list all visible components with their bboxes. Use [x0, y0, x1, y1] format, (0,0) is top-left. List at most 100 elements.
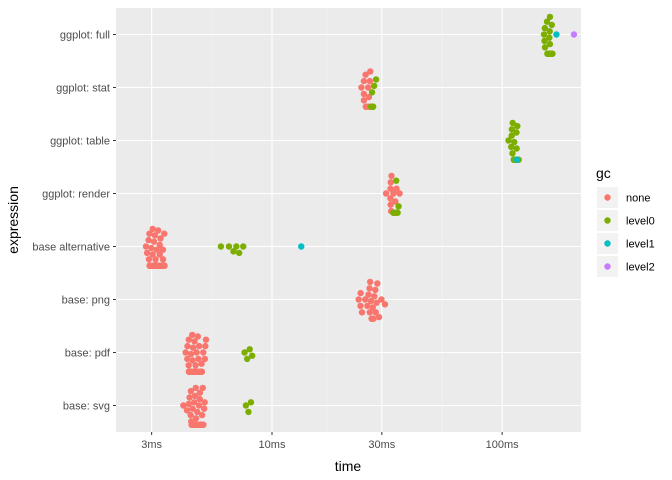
data-point-level0: [246, 346, 253, 353]
data-point-level0: [241, 349, 248, 356]
data-point-level0: [508, 132, 515, 139]
data-point-none: [366, 278, 374, 286]
data-point-none: [145, 256, 153, 263]
data-point-level0: [240, 243, 247, 250]
data-point-level1: [298, 243, 305, 250]
data-point-none: [200, 405, 208, 412]
data-point-none: [201, 355, 209, 363]
data-point-none: [192, 362, 199, 369]
data-point-level0: [540, 31, 548, 38]
y-tick-label: base: pdf: [65, 348, 111, 360]
x-tick-label: 30ms: [368, 439, 395, 451]
data-point-none: [198, 411, 206, 419]
data-point-none: [155, 227, 162, 234]
data-point-none: [191, 399, 198, 406]
data-point-none: [195, 355, 202, 363]
legend-label-level0: level0: [626, 216, 655, 228]
data-point-none: [355, 296, 362, 303]
data-point-none: [390, 190, 397, 197]
data-point-none: [362, 296, 369, 303]
data-point-level0: [370, 82, 378, 90]
y-tick-label: base: svg: [63, 401, 110, 413]
legend: gc none level0 level1 level2: [596, 165, 655, 277]
data-point-none: [151, 232, 159, 239]
data-point-none: [365, 291, 372, 298]
data-point-none: [199, 384, 206, 392]
data-point-none: [358, 84, 365, 91]
data-point-none: [143, 249, 151, 257]
data-point-none: [200, 421, 207, 428]
data-point-level0: [509, 150, 516, 157]
data-point-level0: [508, 126, 516, 133]
data-point-none: [196, 395, 203, 403]
data-point-level0: [245, 408, 252, 416]
data-point-level0: [248, 352, 256, 359]
data-point-none: [191, 338, 198, 345]
data-point-none: [388, 172, 395, 180]
data-point-none: [360, 77, 368, 85]
data-point-none: [145, 236, 152, 244]
y-tick-label: base alternative: [32, 242, 110, 254]
data-point-none: [152, 256, 159, 263]
data-point-level0: [548, 21, 556, 29]
data-point-none: [360, 97, 368, 104]
data-point-none: [369, 304, 376, 311]
data-point-none: [161, 262, 168, 269]
data-point-none: [189, 344, 197, 351]
data-point-none: [372, 309, 379, 316]
data-point-none: [360, 90, 368, 98]
y-tick-label: ggplot: full: [60, 30, 110, 42]
data-points: [142, 13, 578, 428]
data-point-none: [357, 289, 364, 297]
data-point-none: [387, 185, 394, 192]
data-point-none: [373, 299, 380, 306]
data-point-none: [357, 302, 364, 310]
data-point-none: [366, 77, 374, 85]
data-point-none: [189, 331, 196, 339]
legend-label-none: none: [626, 193, 650, 205]
data-point-none: [150, 238, 158, 245]
data-point-level2: [570, 31, 578, 38]
data-point-none: [192, 384, 199, 392]
data-point-none: [364, 302, 371, 310]
data-point-none: [200, 349, 207, 356]
data-point-none: [367, 68, 374, 75]
data-point-level0: [541, 37, 548, 45]
plot-panel: [116, 8, 581, 432]
data-point-none: [387, 201, 394, 208]
data-point-level0: [549, 50, 556, 57]
x-tick-label: 3ms: [141, 439, 162, 451]
data-point-none: [195, 342, 203, 350]
data-point-none: [148, 244, 155, 252]
legend-title: gc: [596, 165, 611, 181]
data-point-level0: [242, 402, 250, 409]
data-point-none: [202, 342, 209, 350]
x-axis: 3ms 10ms 30ms 100ms: [141, 432, 519, 451]
data-point-none: [378, 296, 385, 303]
legend-swatch-level0: [604, 217, 611, 224]
data-point-none: [198, 360, 205, 367]
data-point-none: [372, 286, 379, 294]
x-tick-label: 10ms: [259, 439, 286, 451]
data-point-none: [142, 243, 150, 250]
data-point-level0: [395, 203, 402, 210]
data-point-level0: [546, 28, 553, 35]
data-point-none: [186, 394, 193, 401]
data-point-level0: [514, 122, 521, 130]
data-point-level0: [393, 177, 400, 184]
y-tick-label: base: png: [62, 295, 110, 307]
data-point-level0: [546, 13, 554, 21]
data-point-none: [187, 387, 195, 395]
data-point-none: [392, 198, 399, 205]
data-point-level0: [546, 34, 553, 41]
data-point-none: [371, 293, 378, 300]
data-point-none: [187, 350, 195, 358]
data-point-none: [156, 241, 163, 249]
data-point-none: [185, 362, 192, 369]
data-point-none: [375, 313, 383, 321]
data-point-none: [192, 415, 200, 422]
data-point-none: [366, 285, 373, 292]
data-point-none: [182, 349, 189, 356]
data-point-level0: [369, 103, 377, 110]
data-point-none: [365, 93, 373, 101]
